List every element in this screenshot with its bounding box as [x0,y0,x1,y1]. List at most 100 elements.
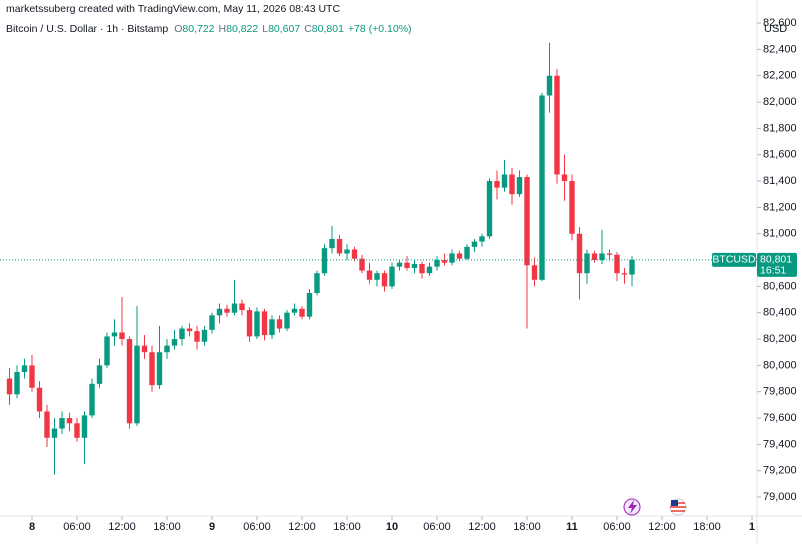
candle-body [66,418,73,424]
y-tick-label: 81,600 [763,149,797,161]
x-tick-label: 06:00 [603,521,631,533]
candle-body [494,181,500,188]
y-tick-label: 81,400 [763,175,797,187]
candle-body [44,411,50,438]
y-tick-label: 79,000 [763,491,797,503]
candle-body [456,253,463,259]
candle-body [224,308,230,313]
candle-body [381,273,388,287]
candle-body [351,249,358,259]
candle-body [464,246,470,259]
candle-body [59,418,65,429]
candle-body [126,339,133,424]
candle-body [396,262,403,267]
symbol-tag-label: BTCUSD [712,254,756,266]
candle-body [51,428,58,438]
candle-body [284,312,290,329]
candle-body [254,311,260,337]
price-tag-label: 80,801 [760,254,792,266]
candle-body [29,365,35,388]
candle-body [14,371,20,395]
candle-body [239,303,245,311]
candle-body [599,253,605,261]
y-tick-label: 82,200 [763,70,797,82]
candle-body [374,273,380,280]
candle-body [216,308,223,316]
ohlc-value: 80,607 [268,23,300,35]
candle-body [21,365,28,372]
x-tick-label: 11 [566,521,578,533]
candle-body [321,248,328,274]
candle-body [404,262,410,268]
candle-body [299,308,305,317]
y-tick-label: 82,600 [763,17,797,29]
candle-body [306,292,313,317]
ohlc-value: 80,801 [312,23,344,35]
x-tick-label: 12:00 [648,521,676,533]
candle-body [179,328,185,340]
ohlc-value: 80,822 [226,23,258,35]
candle-body [186,328,193,332]
candle-body [366,270,373,280]
candle-body [516,177,523,195]
candle-body [561,174,568,182]
y-unit: USD [764,23,787,35]
candle-body [471,241,478,247]
countdown: 16:51 [760,265,786,277]
candle-body [486,181,493,237]
candle-body [104,336,110,366]
x-tick-label: 06:00 [243,521,271,533]
x-tick-label: 06:00 [63,521,91,533]
attribution: marketssuberg created with TradingView.c… [6,3,340,15]
candle-body [584,253,590,274]
candle-body [591,253,598,261]
us-flag-icon[interactable] [669,498,687,516]
candle-body [411,263,418,268]
price-tag [757,252,797,277]
ohlc-label: L [262,23,268,35]
candle-body [119,332,125,340]
x-tick-label: 9 [209,521,215,533]
candle-body [81,415,88,438]
lightning-icon[interactable] [623,498,641,516]
candle-body [509,174,515,195]
y-tick-label: 81,000 [763,228,797,240]
candle-body [501,174,508,188]
candle-body [209,315,215,330]
legend-line: Bitcoin / U.S. Dollar · 1h · Bitstamp O80… [6,23,412,35]
x-tick-label: 10 [386,521,398,533]
candle-body [531,265,538,280]
candle-body [201,329,208,342]
candle-body [156,352,163,386]
x-tick-label: 12:00 [108,521,136,533]
y-tick-label: 81,200 [763,201,797,213]
symbol-tag [712,252,756,267]
x-tick-label: 12:00 [468,521,496,533]
y-tick-label: 82,400 [763,43,797,55]
candle-body [614,254,620,274]
candle-body [419,263,425,274]
candle-body [629,259,635,275]
candle-body [546,75,553,96]
x-tick-label: 18:00 [693,521,721,533]
y-tick-label: 80,000 [763,359,797,371]
candle-body [576,233,583,274]
candle-body [164,345,170,353]
candle-body [606,253,613,255]
candle-body [269,319,275,336]
symbol-title: Bitcoin / U.S. Dollar · 1h · Bitstamp [6,23,168,35]
candle-body [569,181,575,234]
candle-body [344,249,350,254]
y-tick-label: 82,000 [763,96,797,108]
candle-body [276,319,283,329]
candle-body [434,260,440,267]
candle-body [231,303,238,313]
candle-body [336,238,343,254]
candle-body [149,352,155,386]
y-tick-label: 80,200 [763,333,797,345]
candle-body [479,236,485,242]
y-tick-label: 79,200 [763,465,797,477]
candle-body [389,266,395,287]
